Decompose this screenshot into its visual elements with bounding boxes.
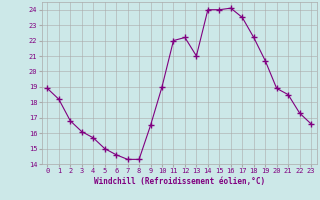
X-axis label: Windchill (Refroidissement éolien,°C): Windchill (Refroidissement éolien,°C) bbox=[94, 177, 265, 186]
